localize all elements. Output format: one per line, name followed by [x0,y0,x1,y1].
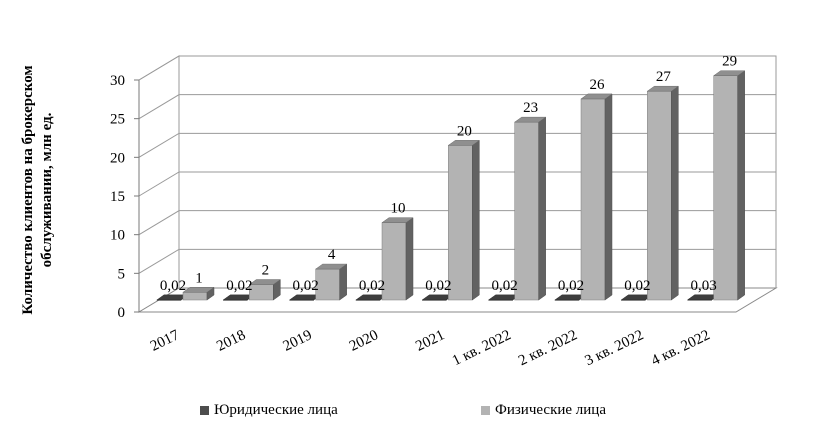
grid-line [138,94,776,120]
x-tick-label: 2020 [347,327,381,355]
grid-line [138,171,776,197]
grid-line [138,55,776,81]
bar-side [604,93,613,301]
data-label: 26 [590,77,606,93]
bar-top [314,263,348,270]
legend-label-individual: Физические лица [495,402,606,418]
data-label: 0,02 [359,278,385,294]
bar-chart-3d: 0 5 10 15 20 25 30 0,02 1 0,02 2 0,02 4 0,02 10 0,02 20… [20,54,778,369]
x-tick-label: 3 кв. 2022 [583,327,647,369]
bar-front [182,292,208,301]
bar-side [671,85,679,301]
grid-lines [138,55,776,274]
bar-top [712,70,746,76]
grid-line [138,248,776,274]
bar-front [315,268,340,301]
data-label: 2 [262,263,270,279]
bar-side [472,139,480,301]
bar-front [580,98,606,301]
bar-top [248,279,282,285]
bar [646,85,680,301]
legend-item-individual: Физические лица [481,402,606,419]
data-label: 1 [195,270,203,286]
bar-side [405,217,414,301]
y-tick-label: 15 [110,189,125,205]
data-label: 23 [523,100,538,116]
bar-front [514,121,539,301]
bar-top [182,287,215,293]
bar-top [513,116,547,123]
bar-top [381,217,414,223]
bar [447,139,481,301]
y-title-line-1: Количество клиентов на брокерском [20,65,36,314]
bar [248,279,282,301]
bar [314,263,348,301]
y-tick-label: 25 [110,112,125,128]
x-tick-label: 2017 [148,327,182,355]
x-tick-label: 2 кв. 2022 [516,327,580,369]
grid-line [138,132,776,158]
data-label: 29 [722,54,737,70]
bar [580,93,613,301]
bar [182,286,215,301]
data-label: 0,02 [425,278,451,294]
legend: Юридические лица Физические лица [0,402,831,424]
bar-top [580,93,613,100]
data-label: 0,02 [558,278,584,294]
y-tick-label: 10 [110,228,125,244]
bar-side [538,116,546,301]
legend-swatch-legal [200,406,209,415]
x-tick-label: 1 кв. 2022 [450,327,514,369]
data-label: 0,02 [160,278,186,294]
data-label: 4 [328,247,336,263]
data-label: 10 [391,201,406,217]
data-label: 0,02 [624,278,650,294]
y-axis-ticks: 0 5 10 15 20 25 30 [110,73,140,321]
data-label: 0,03 [691,278,717,294]
bar-side [737,70,745,301]
bar [513,116,547,301]
y-tick-label: 0 [118,305,126,321]
x-axis-labels: 2017 2018 2019 2020 2021 1 кв. 2022 2 кв. 2022… [148,327,713,369]
bars [156,70,746,301]
y-axis-title: Количество клиентов на брокерском обслужи… [20,65,55,314]
y-title-line-2: обслуживании, млн ед. [39,112,55,267]
bar-side [339,263,347,301]
x-tick-label: 2019 [281,327,315,355]
bar-front [713,75,738,301]
grid-line [138,210,776,236]
bar-top [646,85,680,92]
legend-label-legal: Юридические лица [214,402,338,418]
data-labels: 0,02 1 0,02 2 0,02 4 0,02 10 0,02 20 0,02 23 0,02 26 0… [160,54,737,294]
bar [381,217,414,301]
legend-item-legal: Юридические лица [200,402,338,419]
data-label: 0,02 [226,278,252,294]
bar-front [381,222,407,301]
bar [712,70,746,301]
x-tick-label: 2018 [214,327,248,355]
data-label: 20 [457,123,472,139]
bar-front [249,284,274,301]
x-tick-label: 4 кв. 2022 [649,327,713,369]
data-label: 0,02 [293,278,319,294]
data-label: 27 [656,69,672,85]
bar-front [647,90,672,301]
bar-front [448,145,473,301]
y-tick-label: 20 [110,150,125,166]
y-tick-label: 5 [118,266,126,282]
bar-top [447,140,481,146]
y-tick-label: 30 [110,73,125,89]
x-tick-label: 2021 [413,327,447,355]
legend-swatch-individual [481,406,490,415]
data-label: 0,02 [492,278,518,294]
